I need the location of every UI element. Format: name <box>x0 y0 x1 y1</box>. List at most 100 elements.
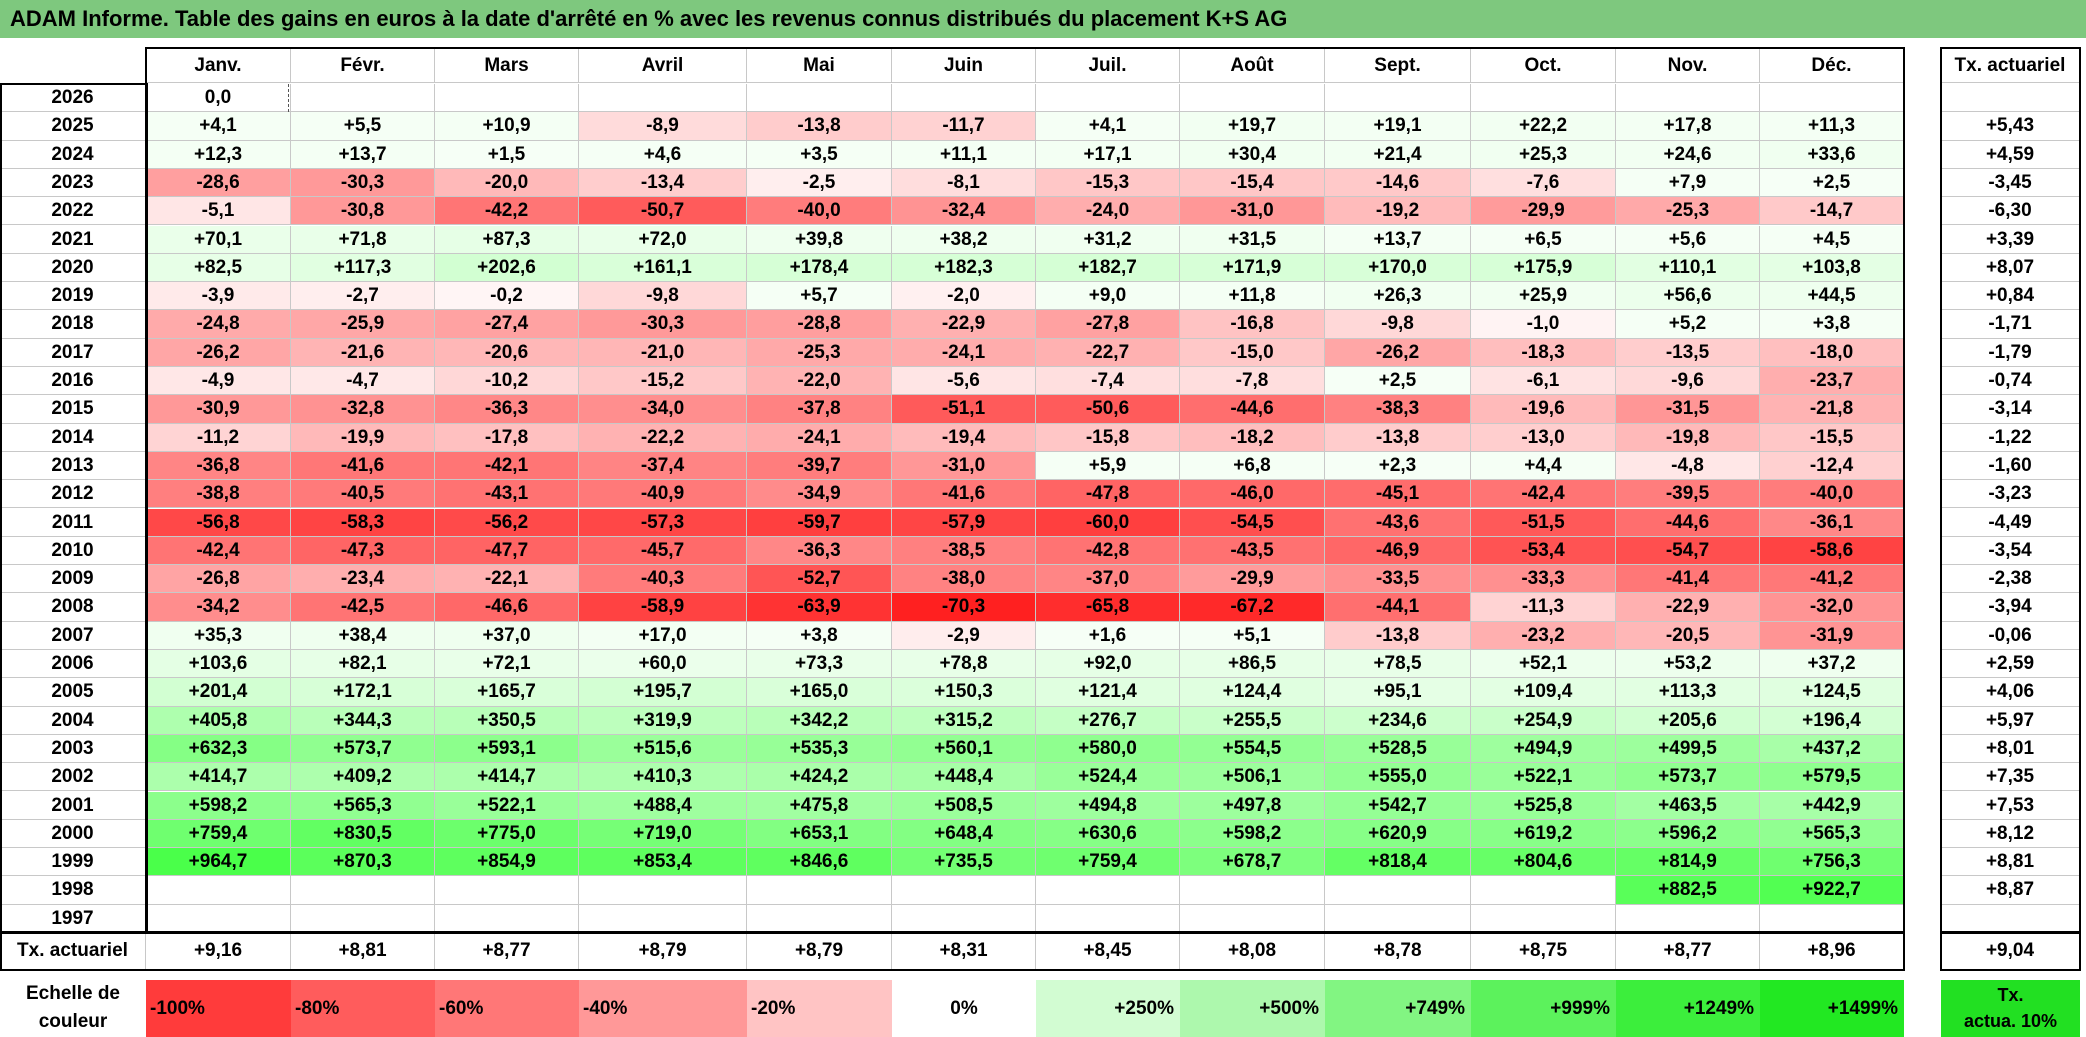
year-label: 2002 <box>0 763 146 792</box>
return-cell <box>1760 84 1904 113</box>
return-cell: +205,6 <box>1616 706 1760 735</box>
return-cell: +53,2 <box>1616 650 1760 679</box>
return-cell: +92,0 <box>1036 650 1180 679</box>
return-cell: +254,9 <box>1471 706 1616 735</box>
return-cell: +853,4 <box>579 848 747 877</box>
year-label: 2025 <box>0 112 146 141</box>
return-cell: -36,8 <box>146 451 291 481</box>
return-cell: -9,6 <box>1616 367 1760 396</box>
return-cell: +1,5 <box>435 140 579 169</box>
return-cell: +442,9 <box>1760 791 1904 820</box>
tx-actuariel-cell: -1,79 <box>1941 338 2080 367</box>
return-cell: +6,5 <box>1471 225 1616 254</box>
return-cell: +109,4 <box>1471 678 1616 707</box>
return-cell: +9,0 <box>1036 282 1180 311</box>
return-cell <box>146 876 291 905</box>
return-cell <box>1616 904 1760 933</box>
footer-label: Tx. actuariel <box>0 932 146 970</box>
year-label: 2004 <box>0 706 146 735</box>
return-cell: -38,3 <box>1325 395 1471 424</box>
return-cell: -15,0 <box>1180 338 1325 367</box>
return-cell: +103,6 <box>146 650 291 679</box>
return-cell <box>1325 876 1471 905</box>
return-cell: -19,6 <box>1471 395 1616 424</box>
return-cell: +598,2 <box>146 791 291 820</box>
return-cell: +78,5 <box>1325 650 1471 679</box>
return-cell: +24,6 <box>1616 140 1760 169</box>
year-label: 2006 <box>0 650 146 679</box>
return-cell: -15,4 <box>1180 168 1325 198</box>
return-cell: -17,8 <box>435 423 579 452</box>
return-cell: -34,0 <box>579 395 747 424</box>
tx-actuariel-header: Tx. actuariel <box>1941 48 2080 83</box>
return-cell: -2,0 <box>892 282 1036 311</box>
return-cell: +196,4 <box>1760 706 1904 735</box>
month-header-12: Déc. <box>1760 48 1904 83</box>
return-cell: +854,9 <box>435 848 579 877</box>
return-cell: +103,8 <box>1760 253 1904 283</box>
tx-actuariel-cell: +5,43 <box>1941 112 2080 141</box>
return-cell <box>1180 904 1325 933</box>
return-cell: +560,1 <box>892 734 1036 764</box>
return-cell: +38,4 <box>291 621 435 650</box>
month-header-5: Mai <box>747 48 892 83</box>
return-cell: -3,9 <box>146 282 291 311</box>
return-cell: -1,0 <box>1471 310 1616 339</box>
return-cell: +414,7 <box>146 763 291 792</box>
return-cell: +72,1 <box>435 650 579 679</box>
color-scale-swatch: +999% <box>1471 980 1616 1037</box>
return-cell: +12,3 <box>146 140 291 169</box>
return-cell: +350,5 <box>435 706 579 735</box>
return-cell <box>1325 904 1471 933</box>
return-cell: +620,9 <box>1325 819 1471 849</box>
month-header-10: Oct. <box>1471 48 1616 83</box>
year-label: 2009 <box>0 565 146 594</box>
return-cell: -51,1 <box>892 395 1036 424</box>
return-cell: -44,6 <box>1180 395 1325 424</box>
return-cell: -36,1 <box>1760 508 1904 537</box>
return-cell: +315,2 <box>892 706 1036 735</box>
return-cell: +39,8 <box>747 225 892 254</box>
return-cell: -44,6 <box>1616 508 1760 537</box>
year-label: 2020 <box>0 253 146 283</box>
return-cell: -32,8 <box>291 395 435 424</box>
return-cell: -18,0 <box>1760 338 1904 367</box>
return-cell: +4,5 <box>1760 225 1904 254</box>
year-label: 2024 <box>0 140 146 169</box>
return-cell: -42,4 <box>1471 480 1616 509</box>
return-cell: -13,8 <box>1325 423 1471 452</box>
return-cell: +3,8 <box>747 621 892 650</box>
footer-tx-cell: +8,08 <box>1180 932 1325 970</box>
return-cell: -42,1 <box>435 451 579 481</box>
return-cell: +121,4 <box>1036 678 1180 707</box>
return-cell: +653,1 <box>747 819 892 849</box>
return-cell: -28,6 <box>146 168 291 198</box>
return-cell: +73,3 <box>747 650 892 679</box>
return-cell: -59,7 <box>747 508 892 537</box>
return-cell: +7,9 <box>1616 168 1760 198</box>
return-cell: -63,9 <box>747 593 892 622</box>
return-cell: +3,8 <box>1760 310 1904 339</box>
return-cell: +4,1 <box>146 112 291 141</box>
color-scale-swatch: +250% <box>1036 980 1180 1037</box>
return-cell: +44,5 <box>1760 282 1904 311</box>
return-cell: -54,7 <box>1616 536 1760 566</box>
return-cell <box>579 84 747 113</box>
return-cell: -34,2 <box>146 593 291 622</box>
return-cell <box>435 84 579 113</box>
return-cell: -24,0 <box>1036 197 1180 226</box>
color-scale-swatch: 0% <box>892 980 1036 1037</box>
tx-actuariel-cell: -0,74 <box>1941 367 2080 396</box>
footer-tx-cell: +8,81 <box>291 932 435 970</box>
return-cell: -7,6 <box>1471 168 1616 198</box>
year-label: 2022 <box>0 197 146 226</box>
return-cell: -20,0 <box>435 168 579 198</box>
return-cell: +25,3 <box>1471 140 1616 169</box>
color-scale-swatch: +1249% <box>1616 980 1760 1037</box>
return-cell: +5,2 <box>1616 310 1760 339</box>
year-label: 1999 <box>0 848 146 877</box>
tx-actuariel-cell: -4,49 <box>1941 508 2080 537</box>
return-cell: +110,1 <box>1616 253 1760 283</box>
return-cell <box>1471 84 1616 113</box>
return-cell: -11,2 <box>146 423 291 452</box>
